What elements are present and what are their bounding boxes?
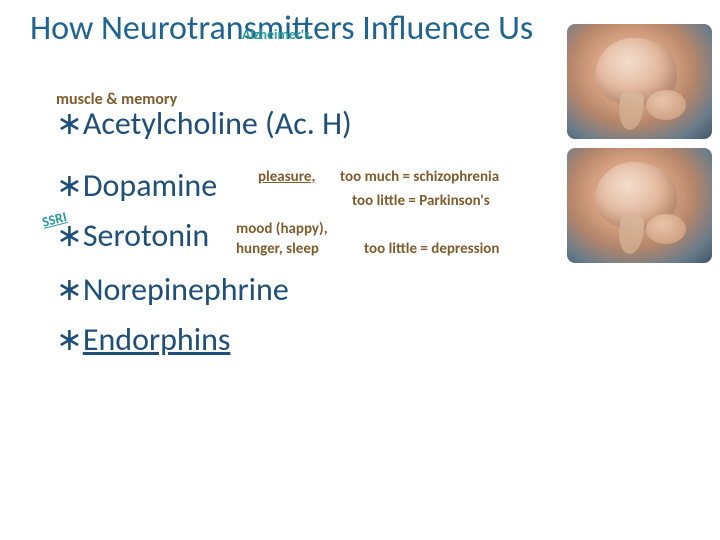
item-dopamine: ∗Dopamine [56,166,217,205]
bullet-icon: ∗ [56,104,83,143]
bullet-icon: ∗ [56,166,83,205]
annotation-alzheimers: Alzheimer's [242,26,310,43]
brain-image-2 [567,148,712,263]
annotation-schizophrenia: too much = schizophrenia [340,168,499,186]
bullet-icon: ∗ [56,320,83,359]
item-acetylcholine-label: Acetylcholine (Ac. H) [83,104,352,143]
annotation-pleasure: pleasure, [258,168,315,186]
item-serotonin: ∗Serotonin [56,216,209,255]
item-serotonin-label: Serotonin [83,216,209,255]
item-norepinephrine-label: Norepinephrine [83,270,289,309]
item-acetylcholine: ∗Acetylcholine (Ac. H) [56,104,352,143]
annotation-parkinsons: too little = Parkinson's [352,192,490,210]
item-dopamine-label: Dopamine [83,166,217,205]
item-endorphins: ∗Endorphins [56,320,230,359]
brain-image-1 [567,24,712,139]
annotation-mood: mood (happy), [236,220,328,238]
cerebellum-1 [646,90,686,120]
bullet-icon: ∗ [56,270,83,309]
annotation-depression: too little = depression [364,240,499,258]
annotation-hunger-sleep: hunger, sleep [236,240,319,258]
item-norepinephrine: ∗Norepinephrine [56,270,289,309]
bullet-icon: ∗ [56,216,83,255]
item-endorphins-label: Endorphins [83,320,231,359]
cerebellum-2 [646,214,686,244]
